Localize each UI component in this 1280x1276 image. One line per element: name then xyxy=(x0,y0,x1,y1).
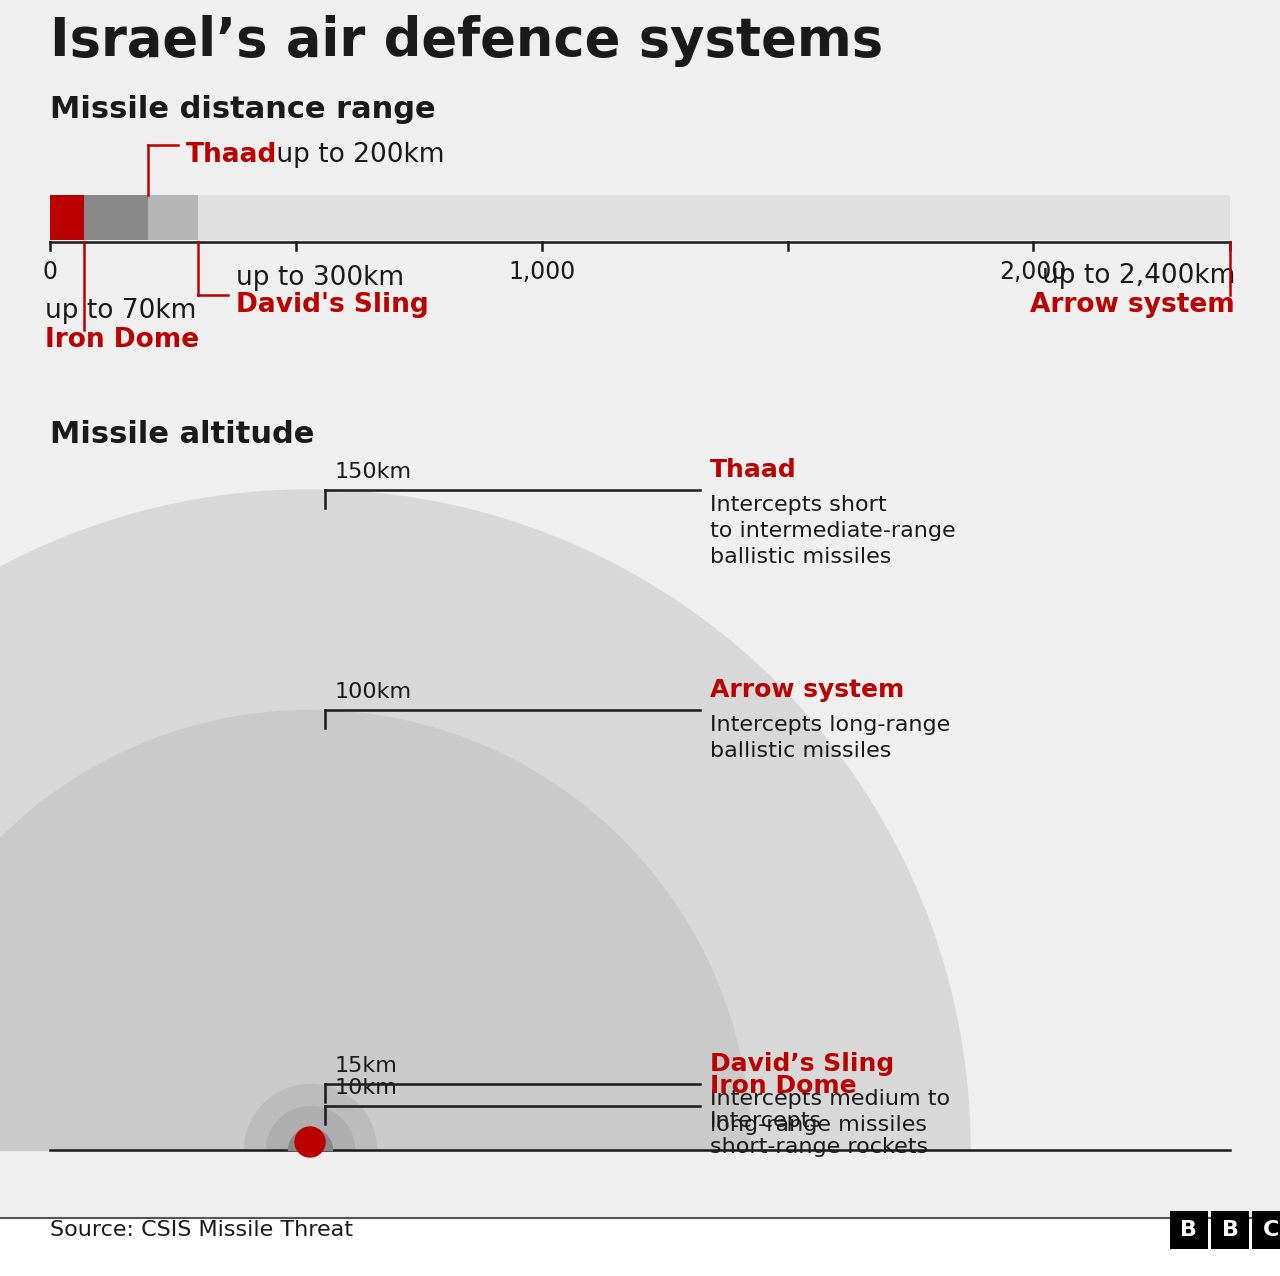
Text: B: B xyxy=(1180,1220,1198,1240)
Circle shape xyxy=(294,1127,325,1157)
Text: long-range missiles: long-range missiles xyxy=(710,1115,927,1134)
Text: 100km: 100km xyxy=(335,681,412,702)
Text: Thaad: Thaad xyxy=(187,142,278,168)
Text: Israel’s air defence systems: Israel’s air defence systems xyxy=(50,15,883,68)
Text: David's Sling: David's Sling xyxy=(236,292,429,318)
Text: up to 300km: up to 300km xyxy=(236,265,403,291)
Text: 10km: 10km xyxy=(335,1078,398,1099)
Text: Arrow system: Arrow system xyxy=(710,678,904,702)
Text: Intercepts long-range: Intercepts long-range xyxy=(710,715,950,735)
Text: 0: 0 xyxy=(42,260,58,285)
Text: Missile distance range: Missile distance range xyxy=(50,94,435,124)
Text: short-range rockets: short-range rockets xyxy=(710,1137,928,1157)
Text: Intercepts short: Intercepts short xyxy=(710,495,887,516)
Bar xyxy=(1252,1211,1280,1249)
Text: Missile altitude: Missile altitude xyxy=(50,420,315,449)
Text: ballistic missiles: ballistic missiles xyxy=(710,741,891,760)
Bar xyxy=(50,195,1230,240)
Text: Arrow system: Arrow system xyxy=(1030,292,1235,318)
Text: ballistic missiles: ballistic missiles xyxy=(710,547,891,567)
Bar xyxy=(0,1219,1280,1276)
Text: Iron Dome: Iron Dome xyxy=(710,1074,856,1099)
Text: Source: CSIS Missile Threat: Source: CSIS Missile Threat xyxy=(50,1220,353,1240)
Text: Thaad: Thaad xyxy=(710,458,796,482)
Bar xyxy=(50,195,148,240)
Bar xyxy=(1211,1211,1249,1249)
Bar xyxy=(1170,1211,1208,1249)
Text: up to 70km: up to 70km xyxy=(45,299,196,324)
Bar xyxy=(50,195,197,240)
Text: 15km: 15km xyxy=(335,1057,398,1076)
Text: Intercepts medium to: Intercepts medium to xyxy=(710,1088,950,1109)
Text: B: B xyxy=(1221,1220,1239,1240)
Text: Iron Dome: Iron Dome xyxy=(45,327,200,353)
Text: C: C xyxy=(1263,1220,1279,1240)
Bar xyxy=(50,195,84,240)
Text: David’s Sling: David’s Sling xyxy=(710,1051,895,1076)
Text: to intermediate-range: to intermediate-range xyxy=(710,521,956,541)
Text: Intercepts: Intercepts xyxy=(710,1111,822,1131)
Text: 150km: 150km xyxy=(335,462,412,482)
Text: 1,000: 1,000 xyxy=(508,260,575,285)
Text: 2,000: 2,000 xyxy=(1000,260,1068,285)
Text: up to 2,400km: up to 2,400km xyxy=(1042,263,1235,288)
Text: up to 200km: up to 200km xyxy=(269,142,445,168)
